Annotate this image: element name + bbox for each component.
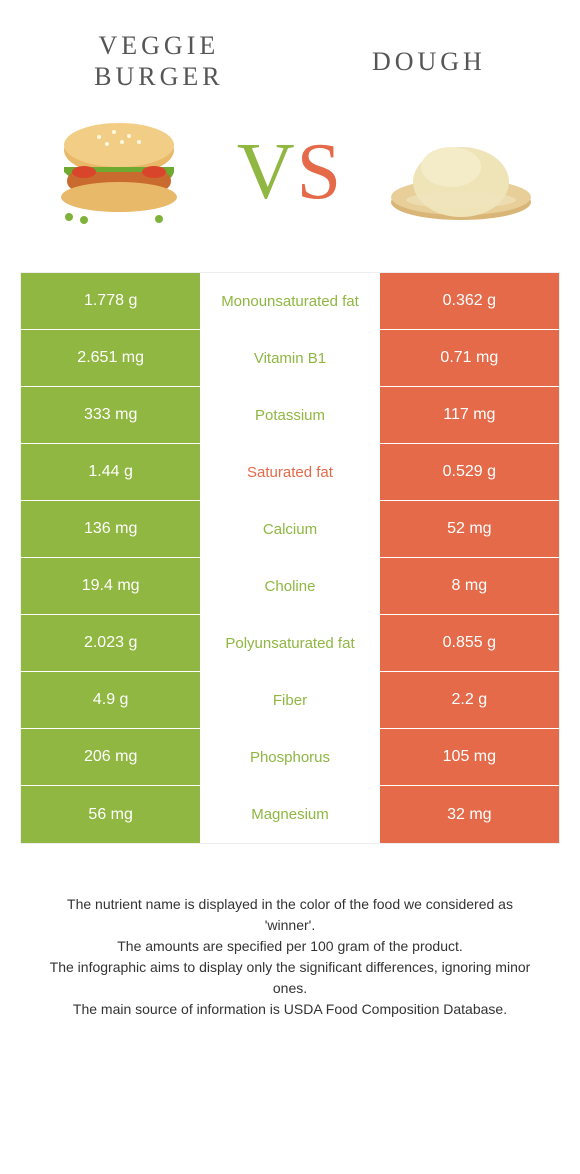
vs-row: VS <box>0 102 580 272</box>
left-value: 1.778 g <box>21 273 200 329</box>
burger-icon <box>39 112 199 232</box>
vs-v: V <box>237 128 297 216</box>
nutrient-label: Choline <box>200 558 379 614</box>
right-value: 8 mg <box>380 558 559 614</box>
nutrient-label: Magnesium <box>200 786 379 843</box>
footer-line-4: The main source of information is USDA F… <box>40 999 540 1020</box>
nutrient-label: Polyunsaturated fat <box>200 615 379 671</box>
footer-notes: The nutrient name is displayed in the co… <box>0 844 580 1020</box>
footer-line-2: The amounts are specified per 100 gram o… <box>40 936 540 957</box>
vs-s: S <box>297 128 344 216</box>
nutrient-label: Monounsaturated fat <box>200 273 379 329</box>
table-row: 2.651 mgVitamin B10.71 mg <box>21 330 559 387</box>
left-value: 2.651 mg <box>21 330 200 386</box>
right-value: 0.529 g <box>380 444 559 500</box>
table-row: 56 mgMagnesium32 mg <box>21 786 559 843</box>
left-value: 136 mg <box>21 501 200 557</box>
footer-line-1: The nutrient name is displayed in the co… <box>40 894 540 936</box>
vs-label: VS <box>237 127 343 218</box>
table-row: 1.44 gSaturated fat0.529 g <box>21 444 559 501</box>
right-value: 2.2 g <box>380 672 559 728</box>
right-value: 0.362 g <box>380 273 559 329</box>
table-row: 206 mgPhosphorus105 mg <box>21 729 559 786</box>
header: Veggie Burger Dough <box>0 0 580 102</box>
left-food-title: Veggie Burger <box>94 30 223 92</box>
nutrient-label: Potassium <box>200 387 379 443</box>
right-value: 52 mg <box>380 501 559 557</box>
nutrient-label: Saturated fat <box>200 444 379 500</box>
table-row: 136 mgCalcium52 mg <box>21 501 559 558</box>
nutrient-label: Phosphorus <box>200 729 379 785</box>
footer-line-3: The infographic aims to display only the… <box>40 957 540 999</box>
nutrient-label: Fiber <box>200 672 379 728</box>
left-value: 1.44 g <box>21 444 200 500</box>
table-row: 1.778 gMonounsaturated fat0.362 g <box>21 273 559 330</box>
table-row: 333 mgPotassium117 mg <box>21 387 559 444</box>
left-value: 4.9 g <box>21 672 200 728</box>
table-row: 4.9 gFiber2.2 g <box>21 672 559 729</box>
right-value: 0.855 g <box>380 615 559 671</box>
right-value: 32 mg <box>380 786 559 843</box>
left-value: 206 mg <box>21 729 200 785</box>
nutrient-label: Calcium <box>200 501 379 557</box>
left-value: 56 mg <box>21 786 200 843</box>
right-value: 105 mg <box>380 729 559 785</box>
comparison-table: 1.778 gMonounsaturated fat0.362 g2.651 m… <box>20 272 560 844</box>
right-value: 117 mg <box>380 387 559 443</box>
table-row: 19.4 mgCholine8 mg <box>21 558 559 615</box>
nutrient-label: Vitamin B1 <box>200 330 379 386</box>
right-food-title: Dough <box>372 46 486 77</box>
right-value: 0.71 mg <box>380 330 559 386</box>
table-row: 2.023 gPolyunsaturated fat0.855 g <box>21 615 559 672</box>
dough-icon <box>381 112 541 232</box>
left-value: 333 mg <box>21 387 200 443</box>
left-value: 19.4 mg <box>21 558 200 614</box>
left-value: 2.023 g <box>21 615 200 671</box>
